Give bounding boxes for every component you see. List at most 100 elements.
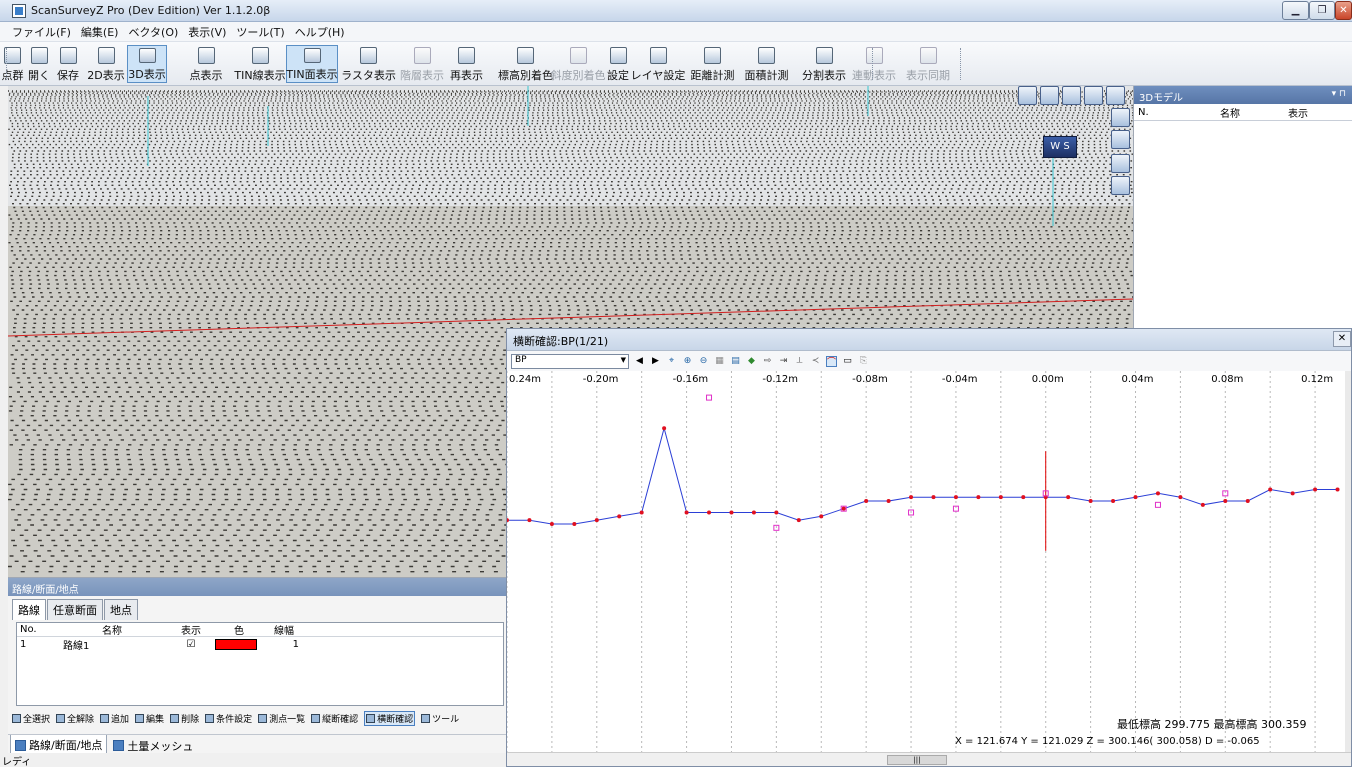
toolbar-button-5[interactable]: 点表示 [183, 45, 229, 83]
toolbar-button-1[interactable]: 開く [25, 45, 53, 83]
route-tool-3[interactable]: 編集 [135, 712, 164, 725]
station-select[interactable]: BP [511, 353, 629, 369]
toolbar-grip[interactable] [6, 48, 9, 80]
toolbar-button-14[interactable]: レイヤ設定 [631, 45, 685, 83]
minimize-button[interactable]: ▁ [1282, 1, 1309, 20]
toolbar-label: 表示同期 [906, 69, 950, 82]
cross-section-window: 横断確認:BP(1/21) ✕ BP ◀ ▶ ⌖ ⊕ ⊖ ▦ ▤ ◆ ⇨ ⇥ ⟂… [506, 328, 1352, 767]
menu-vector[interactable]: ベクタ(O) [128, 25, 179, 39]
print-icon[interactable]: ▤ [731, 356, 740, 366]
route-tool-7[interactable]: 縦断確認 [311, 712, 358, 725]
dock-tab-route[interactable]: 路線/断面/地点 [10, 735, 108, 756]
zoom-out-icon[interactable] [1111, 130, 1130, 149]
cross-section-chart[interactable]: 0.24m -0.20m -0.16m -0.12m -0.08m -0.04m 0.00m… [507, 371, 1351, 754]
grid-remove-icon[interactable] [1111, 176, 1130, 195]
measure-icon[interactable]: ⟂ [796, 356, 803, 366]
zoom-in-icon[interactable] [1111, 108, 1130, 127]
home-view-icon[interactable] [1106, 86, 1125, 105]
col-no[interactable]: N. [1138, 106, 1149, 118]
col-color[interactable]: 色 [234, 626, 244, 637]
menu-view[interactable]: 表示(V) [188, 25, 227, 39]
menu-file[interactable]: ファイル(F) [12, 25, 71, 39]
zoom-in-icon[interactable]: ⊕ [683, 356, 692, 366]
toolbar-button-4[interactable]: 3D表示 [127, 45, 167, 83]
row-color-swatch[interactable] [215, 638, 263, 650]
rotate-left-icon[interactable] [1018, 86, 1037, 105]
ground-point [527, 518, 532, 523]
col-name[interactable]: 名称 [1220, 108, 1240, 120]
toolbar-button-8[interactable]: ラスタ表示 [339, 45, 398, 83]
route-tool-1[interactable]: 全解除 [56, 712, 94, 725]
table-row[interactable]: 1 路線1 ☑ 1 [17, 637, 503, 652]
menu-edit[interactable]: 編集(E) [80, 25, 119, 39]
toolbar-button-2[interactable]: 保存 [53, 45, 83, 83]
toolbar-button-3[interactable]: 2D表示 [86, 45, 126, 83]
horizontal-scrollbar[interactable]: ||| [507, 752, 1351, 766]
col-visible[interactable]: 表示 [1288, 108, 1308, 120]
toolbar-grip[interactable] [960, 48, 963, 80]
col-name[interactable]: 名称 [102, 626, 122, 637]
ground-point [864, 499, 869, 504]
route-tool-4[interactable]: 削除 [170, 712, 199, 725]
tab-route[interactable]: 路線 [12, 599, 46, 620]
rotate-right-icon[interactable] [1084, 86, 1103, 105]
toolbar-button-10[interactable]: 再表示 [446, 45, 487, 83]
profile-icon[interactable]: ⌒ [826, 355, 837, 368]
route-tool-9[interactable]: ツール [421, 712, 459, 725]
toolbar-button-17[interactable]: 分割表示 [796, 45, 852, 83]
rotate-down-icon[interactable] [1040, 86, 1059, 105]
row-visible-checkbox[interactable]: ☑ [186, 638, 196, 650]
copy-icon[interactable]: ⎘ [859, 356, 868, 366]
close-button[interactable]: ✕ [1335, 1, 1352, 20]
toolbar-button-6[interactable]: TIN線表示 [234, 45, 286, 83]
export-icon[interactable]: ⇨ [763, 356, 772, 366]
route-tool-5[interactable]: 条件設定 [205, 712, 252, 725]
toolbar-grip[interactable] [872, 48, 875, 80]
menu-help[interactable]: ヘルプ(H) [294, 25, 345, 39]
route-tool-icon [258, 713, 268, 723]
col-no[interactable]: No. [20, 624, 37, 635]
tab-point[interactable]: 地点 [104, 599, 138, 620]
cross-section-close-button[interactable]: ✕ [1333, 331, 1351, 347]
scrollbar-thumb[interactable]: ||| [887, 755, 947, 765]
toolbar-button-11[interactable]: 標高別着色 [498, 45, 553, 83]
col-width[interactable]: 線幅 [274, 626, 294, 637]
toolbar-button-7[interactable]: TIN面表示 [286, 45, 338, 83]
frame-icon[interactable]: ▭ [843, 356, 852, 366]
prev-icon[interactable]: ◀ [636, 356, 643, 366]
fit-icon[interactable]: ⌖ [668, 356, 675, 366]
route-tool-0[interactable]: 全選択 [12, 712, 50, 725]
toolbar-icon [97, 47, 115, 64]
toolbar-button-0[interactable]: 点群 [0, 45, 25, 83]
export-alt-icon[interactable]: ⇥ [779, 356, 788, 366]
zoom-out-icon[interactable]: ⊖ [699, 356, 708, 366]
col-visible[interactable]: 表示 [181, 626, 201, 637]
cross-section-title: 横断確認:BP(1/21) [513, 335, 609, 348]
orientation-cube[interactable]: W S [1043, 136, 1077, 158]
image-icon[interactable]: ▦ [715, 356, 724, 366]
maximize-button[interactable]: ❐ [1309, 1, 1335, 20]
dock-tab-mesh[interactable]: 土量メッシュ [109, 736, 197, 756]
toolbar-button-15[interactable]: 距離計測 [686, 45, 739, 83]
route-tool-2[interactable]: 追加 [100, 712, 129, 725]
route-icon [15, 739, 26, 751]
tab-arbitrary-section[interactable]: 任意断面 [47, 599, 103, 620]
toolbar-button-16[interactable]: 面積計測 [739, 45, 794, 83]
route-tool-6[interactable]: 測点一覧 [258, 712, 305, 725]
panel-pin-icon[interactable]: ▾ ⊓ [1331, 89, 1346, 99]
measure-alt-icon[interactable]: ≺ [811, 356, 820, 366]
toolbar-icon [59, 47, 77, 64]
ground-point [1133, 495, 1138, 500]
rotate-up-icon[interactable] [1062, 86, 1081, 105]
row-width: 1 [292, 638, 299, 650]
route-tool-8[interactable]: 横断確認 [364, 710, 416, 726]
toolbar-icon [458, 47, 475, 64]
next-icon[interactable]: ▶ [652, 356, 659, 366]
vertical-scrollbar[interactable] [1345, 371, 1351, 752]
menu-tools[interactable]: ツール(T) [236, 25, 285, 39]
grid-add-icon[interactable] [1111, 154, 1130, 173]
toolbar-button-12: 斜度別着色 [551, 45, 606, 83]
toolbar-button-13[interactable]: 設定 [604, 45, 632, 83]
toolbar-label: 開く [28, 69, 50, 82]
layer-icon[interactable]: ◆ [748, 356, 755, 366]
